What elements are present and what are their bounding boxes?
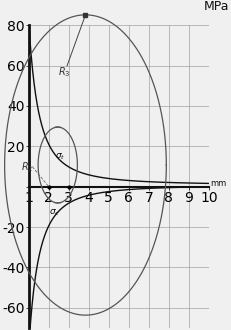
Text: $R_2$: $R_2$	[21, 160, 33, 174]
Text: mm: mm	[210, 179, 227, 188]
Text: $\sigma_t$: $\sigma_t$	[55, 151, 65, 162]
Text: $R_3$: $R_3$	[58, 66, 70, 80]
Text: MPa: MPa	[203, 0, 229, 13]
Text: $\sigma_c$: $\sigma_c$	[49, 208, 60, 218]
